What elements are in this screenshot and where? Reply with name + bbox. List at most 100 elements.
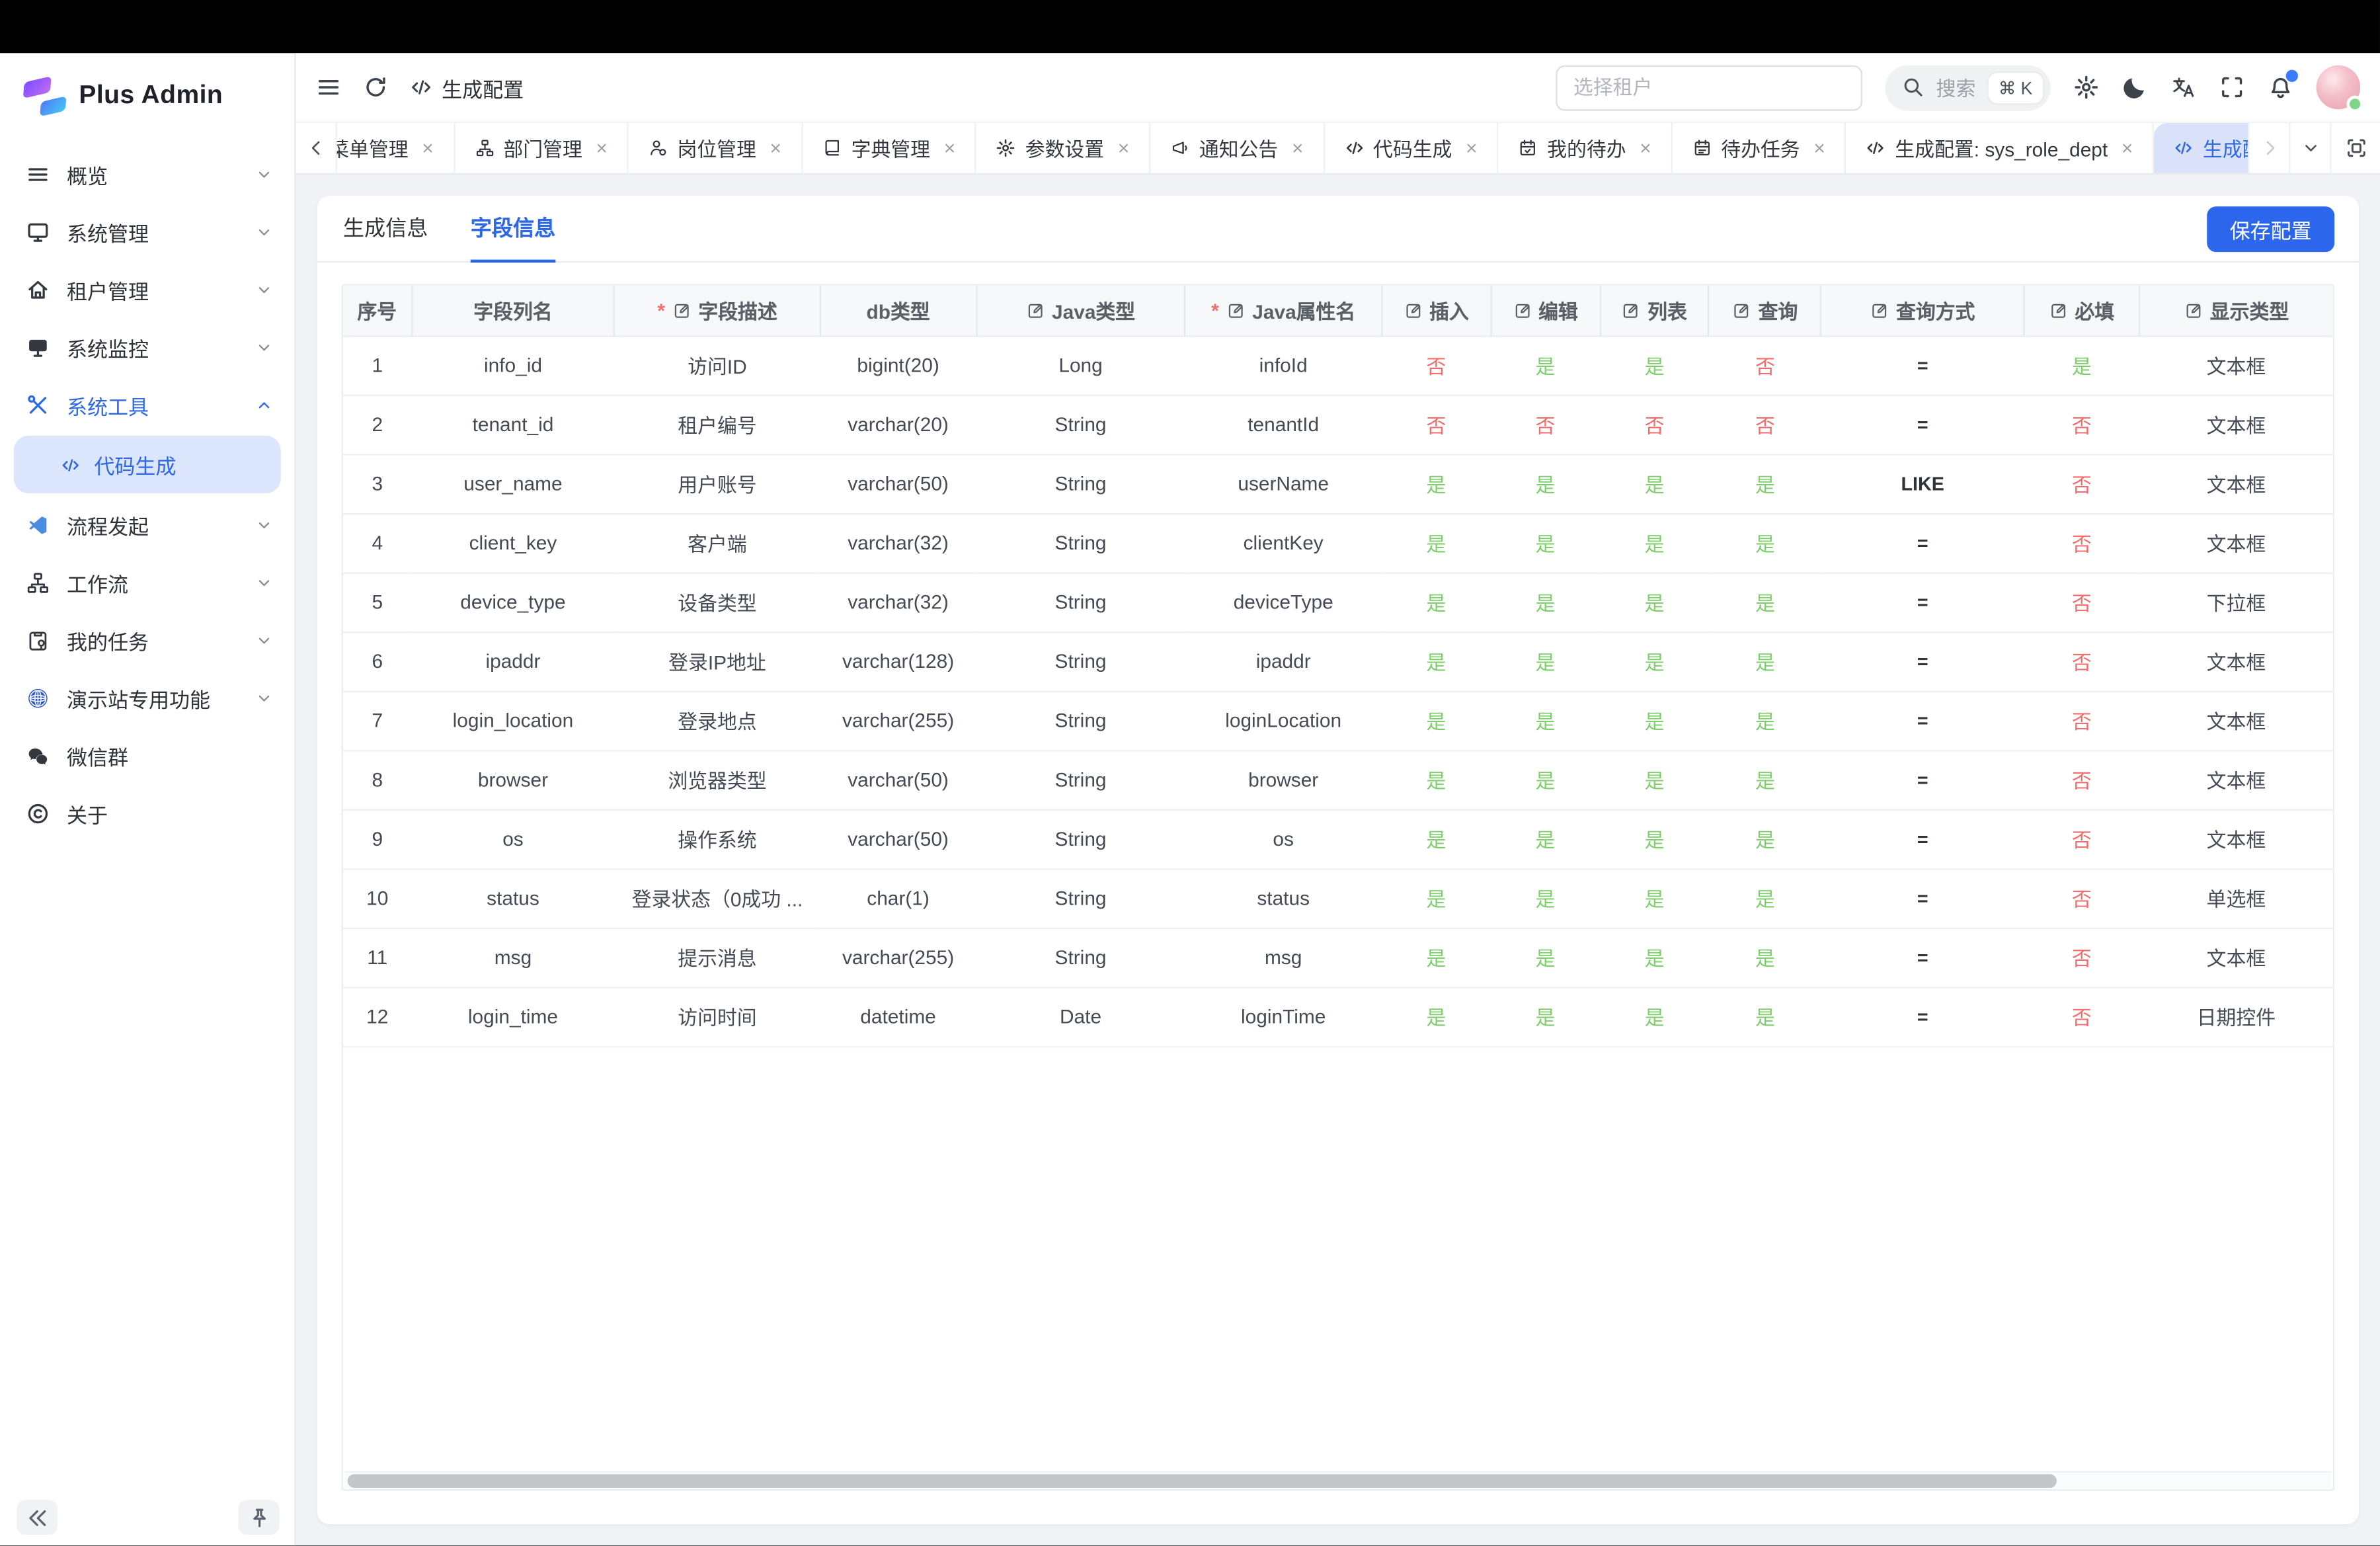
cell-required[interactable]: 否 — [2024, 394, 2140, 455]
tab-gen-info[interactable]: 生成信息 — [342, 216, 428, 240]
cell-display-type[interactable]: 文本框 — [2139, 394, 2333, 455]
cell-java-type[interactable]: String — [976, 750, 1185, 810]
sidebar-item-system-monitor[interactable]: 系统监控 — [0, 319, 294, 376]
col-header-java-type[interactable]: Java类型 — [976, 285, 1186, 337]
col-header-column-desc[interactable]: * 字段描述 — [614, 285, 821, 337]
cell-insert[interactable]: 是 — [1381, 927, 1491, 988]
cell-java-type[interactable]: String — [976, 631, 1185, 692]
cell-java-prop[interactable]: tenantId — [1185, 394, 1382, 455]
sidebar-pin-button[interactable] — [238, 1500, 280, 1535]
cell-column-desc[interactable]: 提示消息 — [614, 927, 820, 988]
content-maximize-button[interactable] — [2330, 122, 2380, 173]
cell-query-type[interactable]: = — [1821, 987, 2024, 1047]
tab-param-settings[interactable]: 参数设置 × — [976, 122, 1151, 173]
cell-insert[interactable]: 是 — [1381, 631, 1491, 692]
cell-insert[interactable]: 是 — [1381, 809, 1491, 870]
cell-edit[interactable]: 是 — [1490, 454, 1600, 514]
sidebar-subitem-code-generation[interactable]: 代码生成 — [13, 435, 281, 494]
cell-column-desc[interactable]: 访问时间 — [614, 987, 820, 1047]
sidebar-item-tenant-management[interactable]: 租户管理 — [0, 261, 294, 319]
cell-edit[interactable]: 是 — [1490, 927, 1600, 988]
cell-query[interactable]: 是 — [1709, 513, 1821, 573]
cell-required[interactable]: 否 — [2024, 868, 2140, 928]
tab-gen-config-sys-lo[interactable]: 生成配置: sys_lo — [2154, 122, 2248, 173]
cell-query[interactable]: 是 — [1709, 809, 1821, 870]
tab-gen-config-sys-role-dept[interactable]: 生成配置: sys_role_dept × — [1846, 122, 2155, 173]
cell-query[interactable]: 是 — [1709, 454, 1821, 514]
horizontal-scrollbar-track[interactable] — [344, 1471, 2332, 1488]
cell-edit[interactable]: 是 — [1490, 987, 1600, 1047]
cell-column-desc[interactable]: 设备类型 — [614, 572, 820, 633]
horizontal-scrollbar-thumb[interactable] — [347, 1474, 2057, 1488]
cell-column-desc[interactable]: 访问ID — [614, 335, 820, 396]
cell-query-type[interactable]: = — [1821, 513, 2024, 573]
cell-query-type[interactable]: LIKE — [1821, 454, 2024, 514]
cell-java-prop[interactable]: os — [1185, 809, 1382, 870]
cell-insert[interactable]: 是 — [1381, 987, 1491, 1047]
tabs-scroll-left-button[interactable] — [296, 122, 337, 173]
cell-list[interactable]: 是 — [1599, 572, 1710, 633]
cell-java-type[interactable]: Date — [976, 987, 1185, 1047]
cell-list[interactable]: 是 — [1599, 454, 1710, 514]
avatar[interactable] — [2316, 65, 2363, 112]
refresh-icon[interactable] — [363, 74, 389, 100]
cell-list[interactable]: 是 — [1599, 868, 1710, 928]
cell-insert[interactable]: 否 — [1381, 394, 1491, 455]
close-icon[interactable]: × — [770, 136, 781, 160]
close-icon[interactable]: × — [596, 136, 608, 160]
close-icon[interactable]: × — [1813, 136, 1825, 160]
cell-required[interactable]: 否 — [2024, 987, 2140, 1047]
cell-display-type[interactable]: 下拉框 — [2139, 572, 2333, 633]
cell-java-prop[interactable]: msg — [1185, 927, 1382, 988]
close-icon[interactable]: × — [1640, 136, 1651, 160]
col-header-query[interactable]: 查询 — [1709, 285, 1823, 337]
cell-query[interactable]: 否 — [1709, 335, 1821, 396]
col-header-edit[interactable]: 编辑 — [1490, 285, 1601, 337]
cell-edit[interactable]: 是 — [1490, 750, 1600, 810]
close-icon[interactable]: × — [1117, 136, 1130, 160]
cell-list[interactable]: 是 — [1599, 750, 1710, 810]
sidebar-item-system-management[interactable]: 系统管理 — [0, 204, 294, 261]
cell-java-type[interactable]: String — [976, 572, 1185, 633]
cell-required[interactable]: 否 — [2024, 750, 2140, 810]
cell-display-type[interactable]: 文本框 — [2139, 631, 2333, 692]
cell-display-type[interactable]: 文本框 — [2139, 690, 2333, 751]
tab-dict-management[interactable]: 字典管理 × — [803, 122, 977, 173]
cell-display-type[interactable]: 文本框 — [2139, 513, 2333, 573]
cell-query-type[interactable]: = — [1821, 631, 2024, 692]
cell-column-desc[interactable]: 浏览器类型 — [614, 750, 820, 810]
moon-icon[interactable] — [2122, 74, 2148, 100]
cell-java-type[interactable]: String — [976, 809, 1185, 870]
global-search[interactable]: 搜索 ⌘ K — [1884, 64, 2051, 110]
cell-display-type[interactable]: 文本框 — [2139, 927, 2333, 988]
cell-java-prop[interactable]: deviceType — [1185, 572, 1382, 633]
hamburger-menu-icon[interactable] — [316, 74, 342, 100]
cell-query-type[interactable]: = — [1821, 809, 2024, 870]
cell-query[interactable]: 是 — [1709, 690, 1821, 751]
col-header-required[interactable]: 必填 — [2024, 285, 2141, 337]
cell-java-type[interactable]: String — [976, 868, 1185, 928]
cell-display-type[interactable]: 文本框 — [2139, 454, 2333, 514]
cell-insert[interactable]: 是 — [1381, 513, 1491, 573]
cell-display-type[interactable]: 文本框 — [2139, 335, 2333, 396]
cell-insert[interactable]: 是 — [1381, 572, 1491, 633]
tabs-menu-button[interactable] — [2289, 122, 2330, 173]
cell-edit[interactable]: 是 — [1490, 572, 1600, 633]
col-header-insert[interactable]: 插入 — [1381, 285, 1492, 337]
cell-list[interactable]: 是 — [1599, 335, 1710, 396]
cell-query-type[interactable]: = — [1821, 335, 2024, 396]
notifications-button[interactable] — [2268, 69, 2298, 100]
cell-query-type[interactable]: = — [1821, 750, 2024, 810]
fullscreen-icon[interactable] — [2219, 74, 2245, 100]
cell-insert[interactable]: 是 — [1381, 868, 1491, 928]
cell-query-type[interactable]: = — [1821, 394, 2024, 455]
cell-list[interactable]: 是 — [1599, 513, 1710, 573]
cell-insert[interactable]: 是 — [1381, 454, 1491, 514]
tab-menu-management[interactable]: 菜单管理 × — [337, 122, 455, 173]
cell-list[interactable]: 是 — [1599, 809, 1710, 870]
gear-icon[interactable] — [2073, 74, 2099, 100]
cell-java-prop[interactable]: infoId — [1185, 335, 1382, 396]
sidebar-collapse-button[interactable] — [17, 1500, 58, 1535]
sidebar-item-demo-features[interactable]: 演示站专用功能 — [0, 669, 294, 727]
cell-query[interactable]: 是 — [1709, 868, 1821, 928]
